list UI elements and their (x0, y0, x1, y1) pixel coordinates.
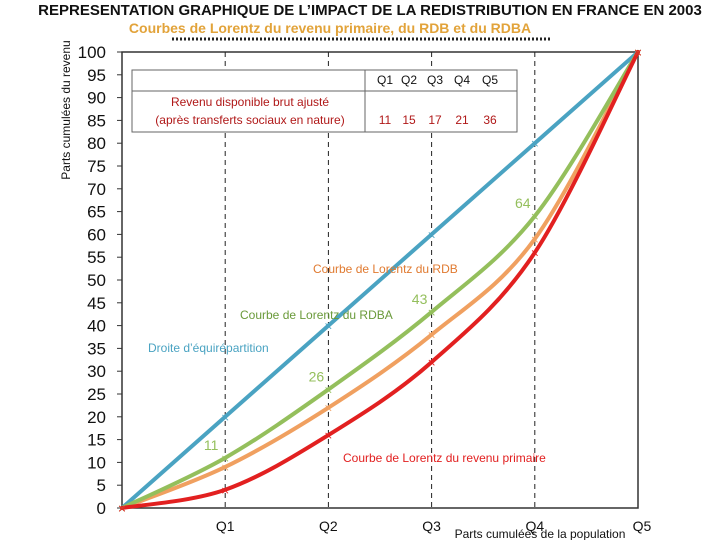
y-tick-label: 0 (97, 499, 106, 518)
legend-value: 21 (455, 113, 469, 127)
series-point-marker: × (117, 502, 126, 515)
legend-box (131, 69, 518, 133)
series-point-marker: × (530, 210, 539, 223)
annotation-rdba: Courbe de Lorentz du RDBA (240, 308, 393, 322)
series-point-marker: × (221, 411, 230, 424)
x-tick-label: Q4 (525, 518, 544, 534)
series-line-2 (120, 50, 640, 510)
data-label: 26 (309, 368, 325, 384)
series-point-marker: × (633, 46, 642, 59)
legend-header-q4: Q4 (454, 73, 470, 87)
chart-subtitle: Courbes de Lorentz du revenu primaire, d… (129, 20, 531, 36)
x-tick-label: Q5 (633, 518, 652, 534)
y-tick-label: 25 (87, 385, 106, 404)
annotation-primary: Courbe de Lorentz du revenu primaire (343, 451, 546, 465)
data-label: 64 (515, 195, 531, 211)
series-point-marker: × (221, 461, 230, 474)
data-labels: 11 26 43 64 (204, 195, 531, 453)
chart-title: REPRESENTATION GRAPHIQUE DE L’IMPACT DE … (38, 2, 702, 19)
y-tick-label: 70 (87, 180, 106, 199)
legend-header-q1: Q1 (377, 73, 393, 87)
series-point-marker: × (530, 137, 539, 150)
series-point-marker: × (117, 502, 126, 515)
annotation-equirepartition: Droite d’équirépartition (148, 341, 269, 355)
y-tick-label: 20 (87, 408, 106, 427)
y-tick-label: 65 (87, 203, 106, 222)
x-tick-label: Q1 (216, 518, 235, 534)
y-tick-label: 30 (87, 362, 106, 381)
series-point-marker: × (117, 502, 126, 515)
legend-label-line2: (après transferts sociaux en nature) (155, 113, 344, 127)
series-lines (120, 50, 640, 510)
series-point-marker: × (324, 320, 333, 333)
series-point-marker: × (324, 383, 333, 396)
y-tick-label: 50 (87, 271, 106, 290)
legend-value: 17 (428, 113, 442, 127)
series-point-marker: × (427, 306, 436, 319)
x-tick-label: Q2 (319, 518, 338, 534)
y-tick-label: 100 (78, 43, 106, 62)
y-tick-label: 95 (87, 66, 106, 85)
y-tick-label: 75 (87, 157, 106, 176)
y-tick-label: 40 (87, 317, 106, 336)
y-tick-label: 35 (87, 339, 106, 358)
series-point-marker: × (530, 233, 539, 246)
series-markers: ×××××××××××××××××××××××× (117, 46, 642, 515)
series-point-marker: × (117, 502, 126, 515)
y-tick-label: 45 (87, 294, 106, 313)
x-tick-label: Q3 (422, 518, 441, 534)
legend-value: 11 (379, 113, 392, 127)
annotation-rdb: Courbe de Lorentz du RDB (313, 262, 458, 276)
series-line-3 (120, 50, 640, 510)
series-point-marker: × (427, 228, 436, 241)
y-tick-label: 90 (87, 89, 106, 108)
y-tick-label: 55 (87, 248, 106, 267)
y-tick-label: 5 (97, 476, 106, 495)
legend-header-q3: Q3 (427, 73, 443, 87)
y-axis-label: Parts cumulées du revenu (59, 40, 73, 179)
legend-value: 15 (402, 113, 416, 127)
series-point-marker: × (324, 429, 333, 442)
y-ticks: 0 5 10 15 20 25 30 35 40 45 50 55 60 65 70 75 80 85 90 95 10… (78, 43, 122, 518)
legend-header-q2: Q2 (401, 73, 417, 87)
legend-header-q5: Q5 (482, 73, 498, 87)
x-axis-label: Parts cumulées de la population (455, 527, 626, 540)
series-point-marker: × (633, 46, 642, 59)
legend-table: Revenu disponible brut ajusté (après tra… (131, 69, 518, 133)
series-point-marker: × (633, 46, 642, 59)
series-point-marker: × (221, 484, 230, 497)
y-tick-label: 80 (87, 134, 106, 153)
series-point-marker: × (530, 247, 539, 260)
series-point-marker: × (427, 356, 436, 369)
series-point-marker: × (221, 452, 230, 465)
x-ticks: Q1 Q2 Q3 Q4 Q5 (216, 518, 652, 534)
y-tick-label: 85 (87, 111, 106, 130)
series-point-marker: × (324, 402, 333, 415)
y-tick-label: 15 (87, 431, 106, 450)
y-tick-label: 10 (87, 453, 106, 472)
data-label: 43 (412, 291, 428, 307)
legend-value: 36 (483, 113, 497, 127)
legend-label-line1: Revenu disponible brut ajusté (171, 95, 329, 109)
series-line-1 (120, 50, 640, 510)
series-point-marker: × (427, 329, 436, 342)
data-label: 11 (204, 437, 219, 453)
series-point-marker: × (633, 46, 642, 59)
series-line-0 (120, 50, 640, 510)
y-tick-label: 60 (87, 225, 106, 244)
